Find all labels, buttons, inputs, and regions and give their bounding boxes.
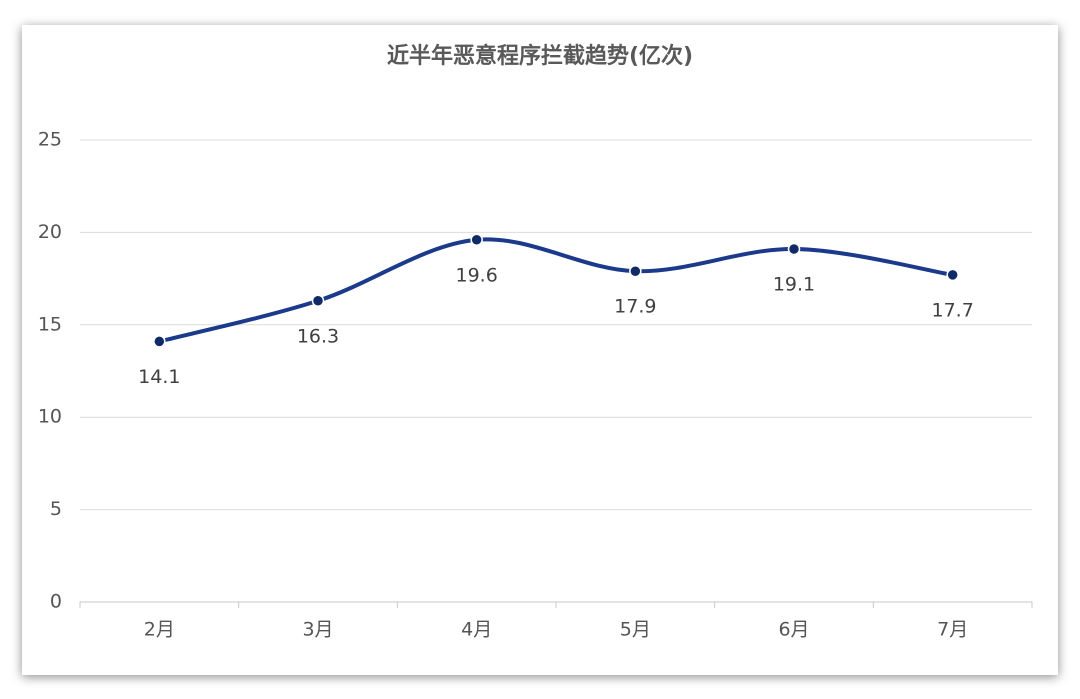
value-label: 16.3 [297, 325, 339, 347]
x-tick-label: 5月 [620, 619, 651, 641]
x-tick-label: 2月 [144, 619, 175, 641]
x-tick-label: 3月 [302, 619, 333, 641]
y-tick-label: 5 [50, 498, 62, 520]
y-tick-label: 25 [38, 129, 62, 151]
marker [153, 335, 166, 348]
value-label: 19.6 [456, 264, 498, 286]
y-tick-label: 20 [38, 221, 62, 243]
line [157, 237, 955, 344]
card [22, 25, 1058, 675]
x-tick-label: 4月 [461, 619, 492, 641]
value-label: 17.9 [614, 296, 656, 318]
x-tick-label: 6月 [778, 619, 809, 641]
marker [629, 264, 642, 278]
chart-title: 近半年恶意程序拦截趋势(亿次) [387, 43, 693, 69]
marker [946, 268, 959, 282]
marker [470, 233, 483, 247]
value-label: 19.1 [773, 274, 815, 296]
value-label: 17.7 [932, 299, 974, 321]
marker [311, 294, 325, 308]
marker [787, 242, 801, 256]
y-tick-label: 10 [38, 406, 62, 428]
x-tick-label: 7月 [937, 619, 968, 641]
y-tick-label: 0 [50, 591, 62, 613]
y-tick-label: 15 [38, 313, 62, 335]
value-label: 14.1 [138, 366, 180, 388]
